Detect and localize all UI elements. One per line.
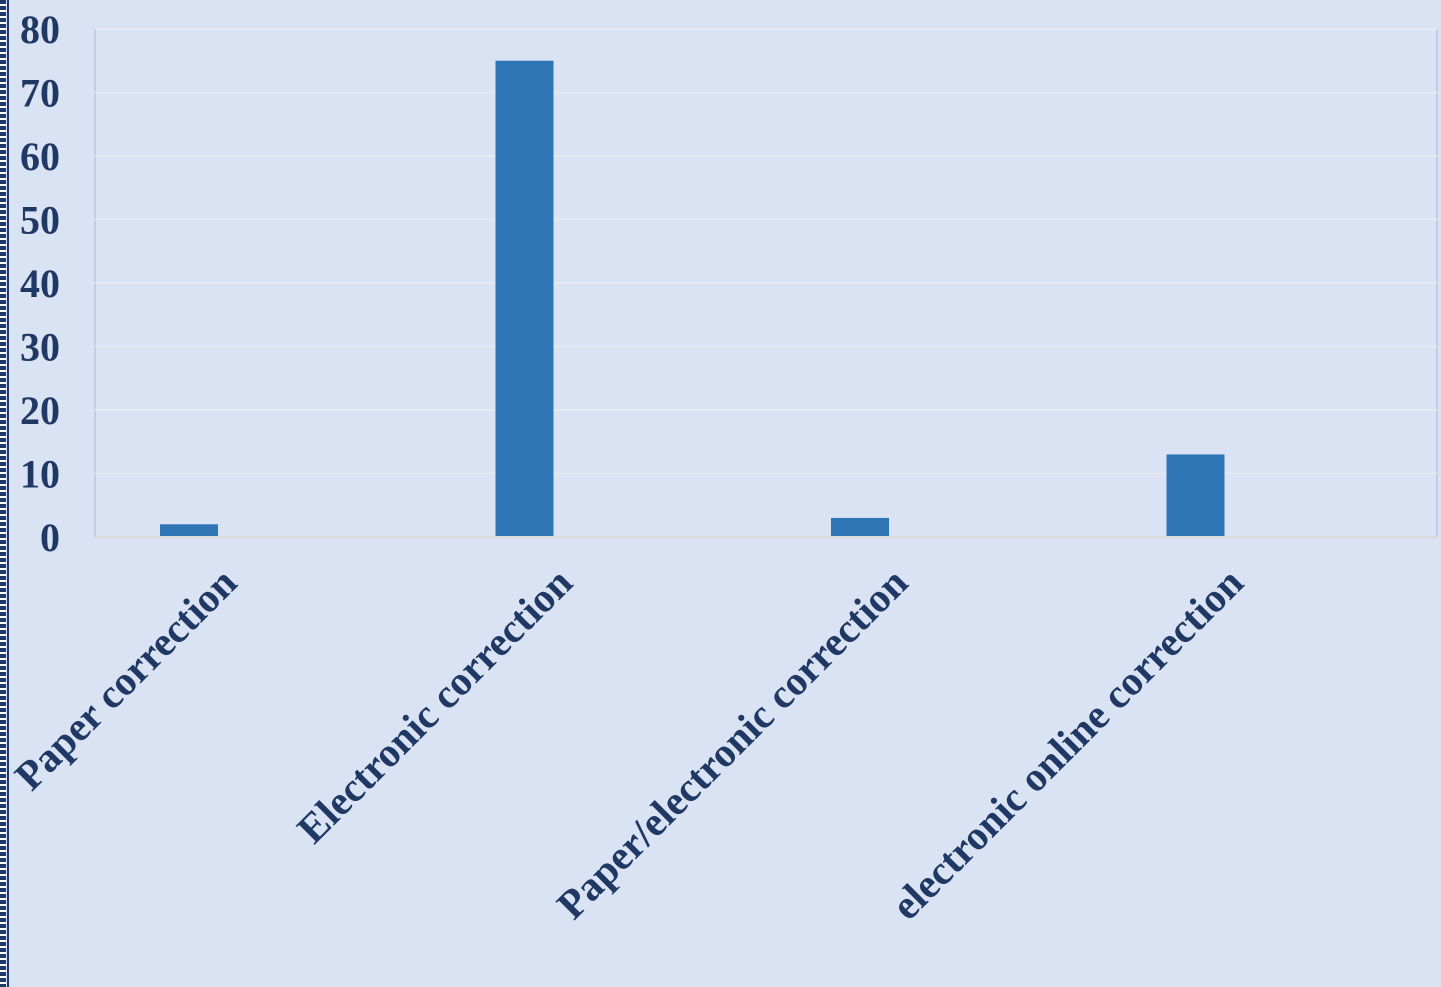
y-tick-label: 40 [20, 261, 60, 306]
x-category-labels: Paper correction Electronic correctionPap… [5, 559, 1252, 929]
decorative-left-border [0, 0, 6, 987]
y-tick-label: 10 [20, 452, 60, 497]
x-category-label: electronic online correction [882, 559, 1252, 929]
y-tick-label: 50 [20, 198, 60, 243]
bar [495, 60, 554, 537]
y-tick-label: 70 [20, 71, 60, 116]
y-tick-label: 0 [40, 515, 60, 560]
decorative-left-border-line [7, 0, 9, 987]
x-category-label: Electronic correction [288, 559, 581, 852]
y-tick-label: 30 [20, 325, 60, 370]
y-tick-label: 80 [20, 7, 60, 52]
x-category-label: Paper correction [5, 559, 245, 799]
y-tick-labels: 0 10 20 30 40 50 60 70 80 [20, 7, 60, 560]
gridlines [95, 28, 1437, 475]
bar [831, 517, 889, 537]
bar [1166, 454, 1225, 537]
bars [160, 60, 1225, 537]
bar [160, 524, 218, 537]
y-tick-label: 20 [20, 388, 60, 433]
x-category-label: Paper/electronic correction [548, 559, 917, 928]
y-tick-label: 60 [20, 134, 60, 179]
